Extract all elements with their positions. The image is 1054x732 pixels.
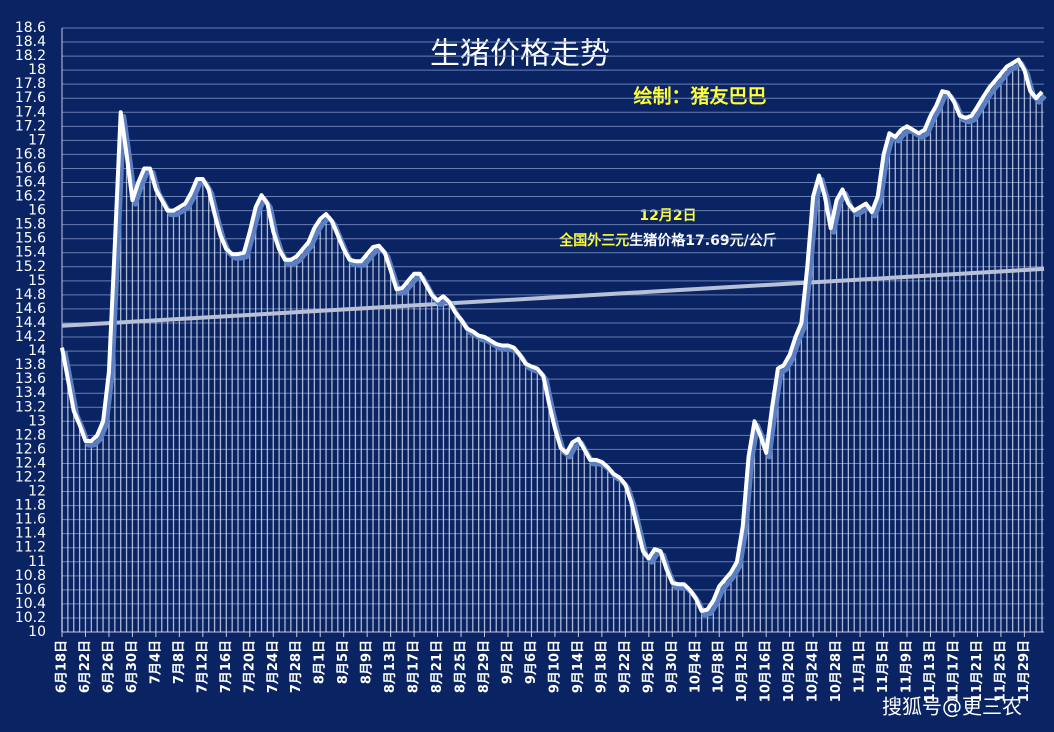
x-tick-label: 9月22日 [618,640,633,693]
y-tick-label: 14.2 [15,329,46,345]
y-tick-label: 11.4 [15,526,46,542]
y-tick-label: 13.4 [15,385,46,401]
y-tick-label: 11 [28,554,46,570]
y-tick-label: 13.6 [15,371,46,387]
x-tick-label: 10月16日 [759,640,774,702]
x-tick-label: 8月13日 [383,640,398,693]
trendline [61,266,1045,328]
y-tick-label: 17.6 [15,90,46,106]
y-tick-label: 18 [28,62,46,78]
y-tick-label: 10.6 [15,582,46,598]
y-tick-label: 15.2 [15,259,46,275]
x-tick-label: 11月1日 [853,640,868,693]
y-tick-label: 12.8 [15,427,46,443]
x-tick-label: 6月30日 [125,640,140,693]
x-tick-label: 6月22日 [78,640,93,693]
y-tick-label: 15.4 [15,245,46,261]
x-tick-label: 9月6日 [524,640,539,684]
y-tick-label: 12.4 [15,455,46,471]
y-tick-label: 16.2 [15,189,46,205]
x-tick-label: 7月16日 [219,640,234,693]
x-tick-label: 8月5日 [336,640,351,684]
y-tick-label: 18.2 [15,48,46,64]
y-tick-label: 18.6 [15,20,46,36]
y-tick-label: 15.6 [15,231,46,247]
x-tick-label: 10月24日 [806,640,821,702]
annotation: 12月2日 [639,208,696,224]
y-tick-label: 17.8 [15,76,46,92]
y-tick-label: 11.8 [15,498,46,514]
x-tick-label: 9月10日 [547,640,562,693]
x-tick-label: 6月18日 [55,640,70,693]
y-tick-label: 16.6 [15,160,46,176]
x-tick-label: 7月8日 [172,640,187,684]
y-tick-label: 11.6 [15,512,46,528]
y-tick-label: 13.8 [15,357,46,373]
y-tick-label: 13 [28,413,46,429]
y-tick-label: 16 [28,203,46,219]
watermark: 搜狐号@更三农 [882,695,1022,719]
y-tick-label: 11.2 [15,540,46,556]
y-tick-label: 14.6 [15,301,46,317]
y-tick-label: 17.2 [15,118,46,134]
y-tick-label: 15.8 [15,217,46,233]
y-tick-label: 16.4 [15,175,46,191]
y-tick-label: 10 [28,624,46,640]
x-tick-label: 7月28日 [289,640,304,693]
annotation: 绘制：猪友巴巴 [633,85,766,108]
x-tick-label: 7月24日 [266,640,281,693]
y-tick-label: 13.2 [15,399,46,415]
x-tick-label: 9月14日 [571,640,586,693]
y-tick-label: 12 [28,484,46,500]
x-tick-label: 8月17日 [407,640,422,693]
x-tick-label: 7月12日 [195,640,210,693]
y-tick-label: 10.8 [15,568,46,584]
x-tick-label: 10月8日 [712,640,727,693]
annotation-part: 生猪价格17.69元/公斤 [629,232,776,249]
x-tick-label: 7月4日 [148,640,163,684]
y-tick-label: 14 [28,343,46,359]
y-tick-label: 10.4 [15,596,46,612]
y-tick-label: 10.2 [15,610,46,626]
x-tick-label: 11月29日 [1017,640,1032,702]
x-tick-label: 11月13日 [923,640,938,702]
y-tick-label: 17.4 [15,104,46,120]
line [60,57,1044,613]
x-tick-label: 10月20日 [782,640,797,702]
x-tick-label: 11月17日 [946,640,961,702]
y-tick-label: 17 [28,132,46,148]
x-tick-label: 6月26日 [101,640,116,693]
y-tick-label: 14.4 [15,315,46,331]
x-tick-label: 9月30日 [665,640,680,693]
x-tick-label: 9月2日 [500,640,515,684]
x-tick-label: 11月25日 [993,640,1008,702]
x-tick-label: 8月29日 [477,640,492,693]
x-tick-label: 11月9日 [900,640,915,693]
x-tick-label: 11月5日 [876,640,891,693]
x-tick-label: 8月1日 [313,640,328,684]
x-tick-label: 8月25日 [454,640,469,693]
x-tick-label: 10月12日 [735,640,750,702]
y-tick-label: 14.8 [15,287,46,303]
x-tick-label: 10月28日 [829,640,844,702]
y-tick-label: 15 [28,273,46,289]
y-tick-label: 12.6 [15,441,46,457]
y-tick-label: 16.8 [15,146,46,162]
x-tick-label: 9月26日 [641,640,656,693]
x-tick-label: 9月18日 [594,640,609,693]
annotation-part: 全国外三元 [558,232,629,249]
x-tick-label: 11月21日 [970,640,985,702]
y-tick-label: 18.4 [15,34,46,50]
y-tick-label: 12.2 [15,469,46,485]
x-tick-label: 7月20日 [242,640,257,693]
annotation: 全国外三元生猪价格17.69元/公斤 [558,232,776,249]
x-tick-label: 8月21日 [430,640,445,693]
x-tick-label: 8月9日 [360,640,375,684]
x-tick-label: 10月4日 [688,640,703,693]
